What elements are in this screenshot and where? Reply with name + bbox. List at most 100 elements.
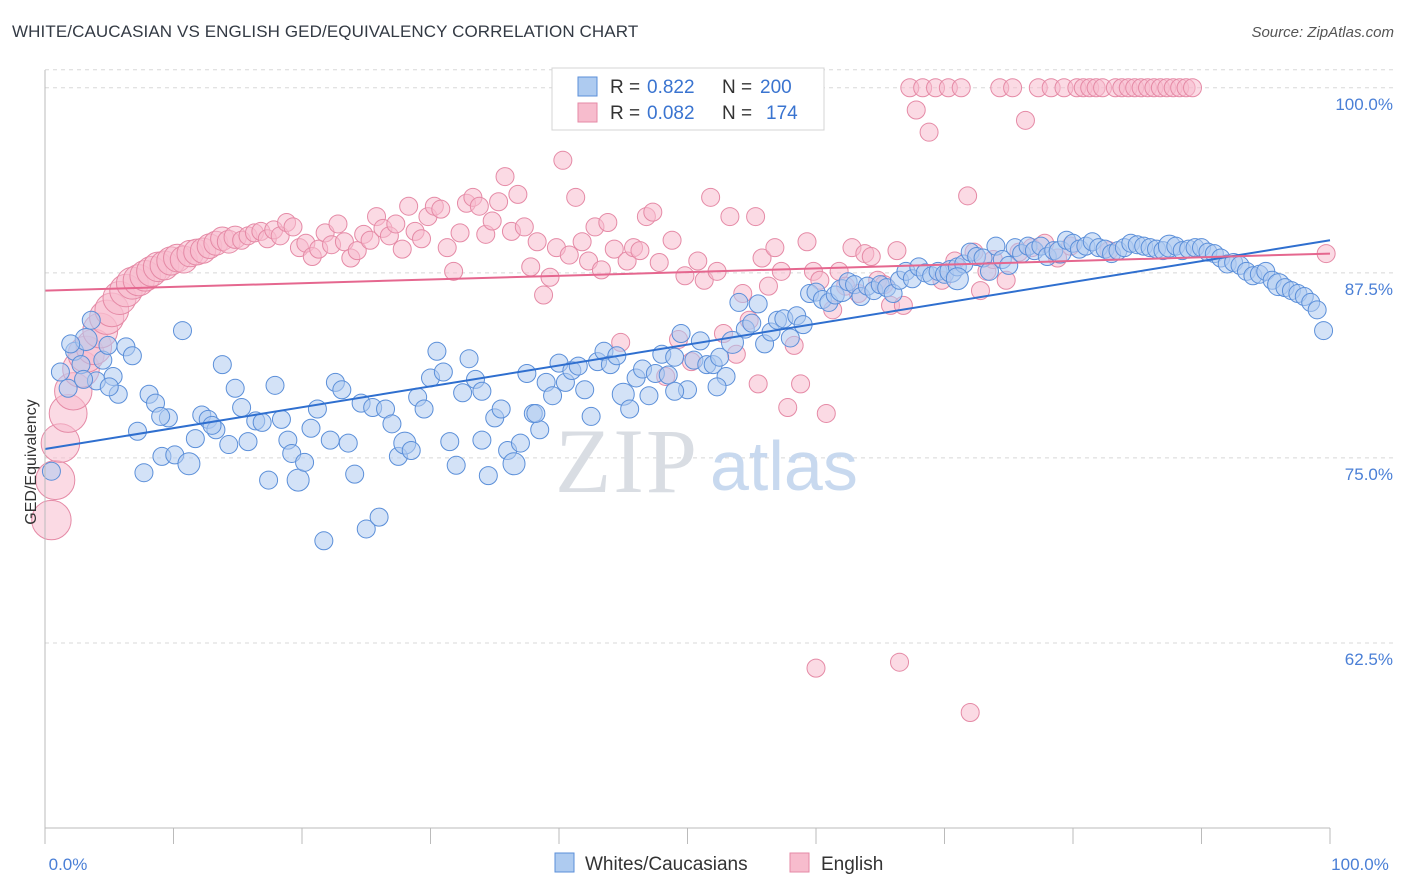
data-point bbox=[778, 398, 798, 418]
data-point bbox=[328, 214, 348, 234]
data-point bbox=[639, 386, 659, 406]
data-point bbox=[742, 313, 762, 333]
data-point bbox=[238, 432, 258, 452]
x-tick-label-min: 0.0% bbox=[49, 855, 88, 874]
data-point bbox=[816, 403, 836, 423]
data-point bbox=[665, 381, 685, 401]
data-point bbox=[746, 207, 766, 227]
data-point bbox=[469, 196, 489, 216]
data-point bbox=[31, 499, 72, 541]
data-point bbox=[99, 377, 119, 397]
bottom-legend-swatch-english bbox=[789, 852, 810, 873]
data-point bbox=[433, 362, 453, 382]
data-point bbox=[295, 452, 315, 472]
data-point bbox=[134, 463, 154, 483]
trend-line-whites bbox=[44, 239, 1331, 450]
legend-n-label-blue: N = bbox=[722, 77, 752, 98]
data-point bbox=[356, 519, 376, 539]
data-point bbox=[392, 239, 412, 259]
data-point bbox=[527, 232, 547, 252]
data-point bbox=[945, 267, 969, 291]
data-point bbox=[765, 238, 785, 258]
data-point bbox=[890, 652, 910, 672]
data-point bbox=[58, 378, 78, 398]
data-point bbox=[427, 341, 447, 361]
data-point bbox=[446, 455, 466, 475]
data-point bbox=[386, 214, 406, 234]
english-points bbox=[31, 78, 1336, 723]
watermark-atlas: atlas bbox=[710, 427, 858, 505]
data-point bbox=[271, 409, 291, 429]
data-point bbox=[1307, 300, 1327, 320]
data-point bbox=[665, 347, 685, 367]
data-point bbox=[919, 122, 939, 142]
data-point bbox=[658, 365, 678, 385]
data-point bbox=[951, 78, 971, 98]
data-point bbox=[81, 310, 101, 330]
x-tick-label-max: 100.0% bbox=[1331, 855, 1389, 874]
data-point bbox=[581, 406, 601, 426]
data-point bbox=[450, 223, 470, 243]
data-point bbox=[572, 232, 592, 252]
data-point bbox=[472, 381, 492, 401]
data-point bbox=[598, 212, 618, 232]
data-point bbox=[797, 232, 817, 252]
data-point bbox=[604, 239, 624, 259]
data-point bbox=[225, 378, 245, 398]
data-point bbox=[459, 349, 479, 369]
series-legend: Whites/Caucasians English bbox=[554, 852, 883, 875]
data-point bbox=[440, 432, 460, 452]
data-point bbox=[958, 186, 978, 206]
data-point bbox=[61, 334, 81, 354]
data-point bbox=[530, 420, 550, 440]
data-point bbox=[332, 380, 352, 400]
data-point bbox=[534, 285, 554, 305]
data-point bbox=[382, 414, 402, 434]
data-point bbox=[514, 217, 534, 237]
data-point bbox=[553, 150, 573, 170]
data-point bbox=[1183, 78, 1203, 98]
data-point bbox=[399, 196, 419, 216]
data-point bbox=[122, 346, 142, 366]
data-point bbox=[177, 452, 201, 476]
data-point bbox=[437, 238, 457, 258]
bottom-legend-label-whites: Whites/Caucasians bbox=[585, 854, 748, 875]
y-tick-label: 62.5% bbox=[1345, 650, 1393, 669]
data-point bbox=[575, 380, 595, 400]
data-point bbox=[591, 260, 611, 280]
correlation-legend: R = 0.822 N = 200 R = 0.082 N = 174 bbox=[551, 67, 825, 131]
data-point bbox=[748, 374, 768, 394]
data-point bbox=[212, 355, 232, 375]
data-point bbox=[128, 421, 148, 441]
data-point bbox=[482, 211, 502, 231]
data-point bbox=[675, 266, 695, 286]
data-point bbox=[688, 251, 708, 271]
bottom-legend-swatch-whites bbox=[554, 852, 575, 873]
data-point bbox=[74, 369, 94, 389]
data-point bbox=[521, 257, 541, 277]
data-point bbox=[806, 658, 826, 678]
data-point bbox=[630, 241, 650, 261]
data-point bbox=[172, 321, 192, 341]
y-tick-labels: 100.0% 87.5% 75.0% 62.5% bbox=[1335, 95, 1393, 669]
data-point bbox=[771, 261, 791, 281]
data-point bbox=[495, 167, 515, 187]
data-point bbox=[643, 202, 663, 222]
data-point bbox=[559, 245, 579, 265]
y-tick-label: 75.0% bbox=[1345, 465, 1393, 484]
data-point bbox=[720, 207, 740, 227]
trend-lines bbox=[44, 239, 1331, 450]
data-point bbox=[960, 703, 980, 723]
axes bbox=[44, 70, 1331, 844]
data-point bbox=[151, 406, 171, 426]
source-label: Source: ZipAtlas.com bbox=[1251, 24, 1394, 41]
data-point bbox=[301, 418, 321, 438]
data-point bbox=[202, 415, 222, 435]
chart-title: WHITE/CAUCASIAN VS ENGLISH GED/EQUIVALEN… bbox=[12, 22, 639, 41]
legend-r-value-pink: 0.082 bbox=[647, 103, 695, 124]
data-point bbox=[369, 507, 389, 527]
data-point bbox=[710, 347, 730, 367]
data-point bbox=[414, 399, 434, 419]
data-point bbox=[314, 531, 334, 551]
data-point bbox=[401, 440, 421, 460]
